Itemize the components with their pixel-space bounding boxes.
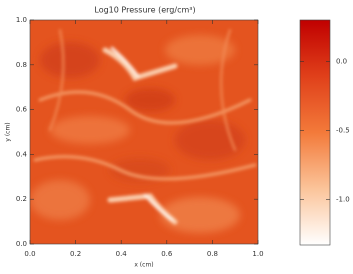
x-tick-label: 1.0 [252,250,263,258]
x-tick-label: 0.0 [24,250,35,258]
colorbar-tick-label: -0.5 [336,126,350,134]
x-tick-label: 0.4 [116,250,128,258]
x-tick-label: 0.2 [70,250,81,258]
colorbar-tick-label: -1.0 [336,195,350,203]
colorbar-tick-label: 0.0 [336,57,347,65]
x-tick-label: 0.8 [207,250,218,258]
y-tick-label: 0.0 [16,240,27,248]
y-axis-label: y (cm) [5,122,12,141]
y-tick-label: 0.8 [16,61,27,69]
x-axis-label: x (cm) [134,262,153,269]
y-tick-label: 1.0 [16,16,27,24]
x-tick-label: 0.6 [161,250,173,258]
colorbar [299,19,331,246]
y-tick-label: 0.4 [16,150,28,158]
y-tick-label: 0.6 [16,106,28,114]
plot-frame [29,19,259,245]
heatmap-field [30,20,258,244]
y-tick-label: 0.2 [16,195,27,203]
chart-title: Log10 Pressure (erg/cm³) [94,6,195,15]
